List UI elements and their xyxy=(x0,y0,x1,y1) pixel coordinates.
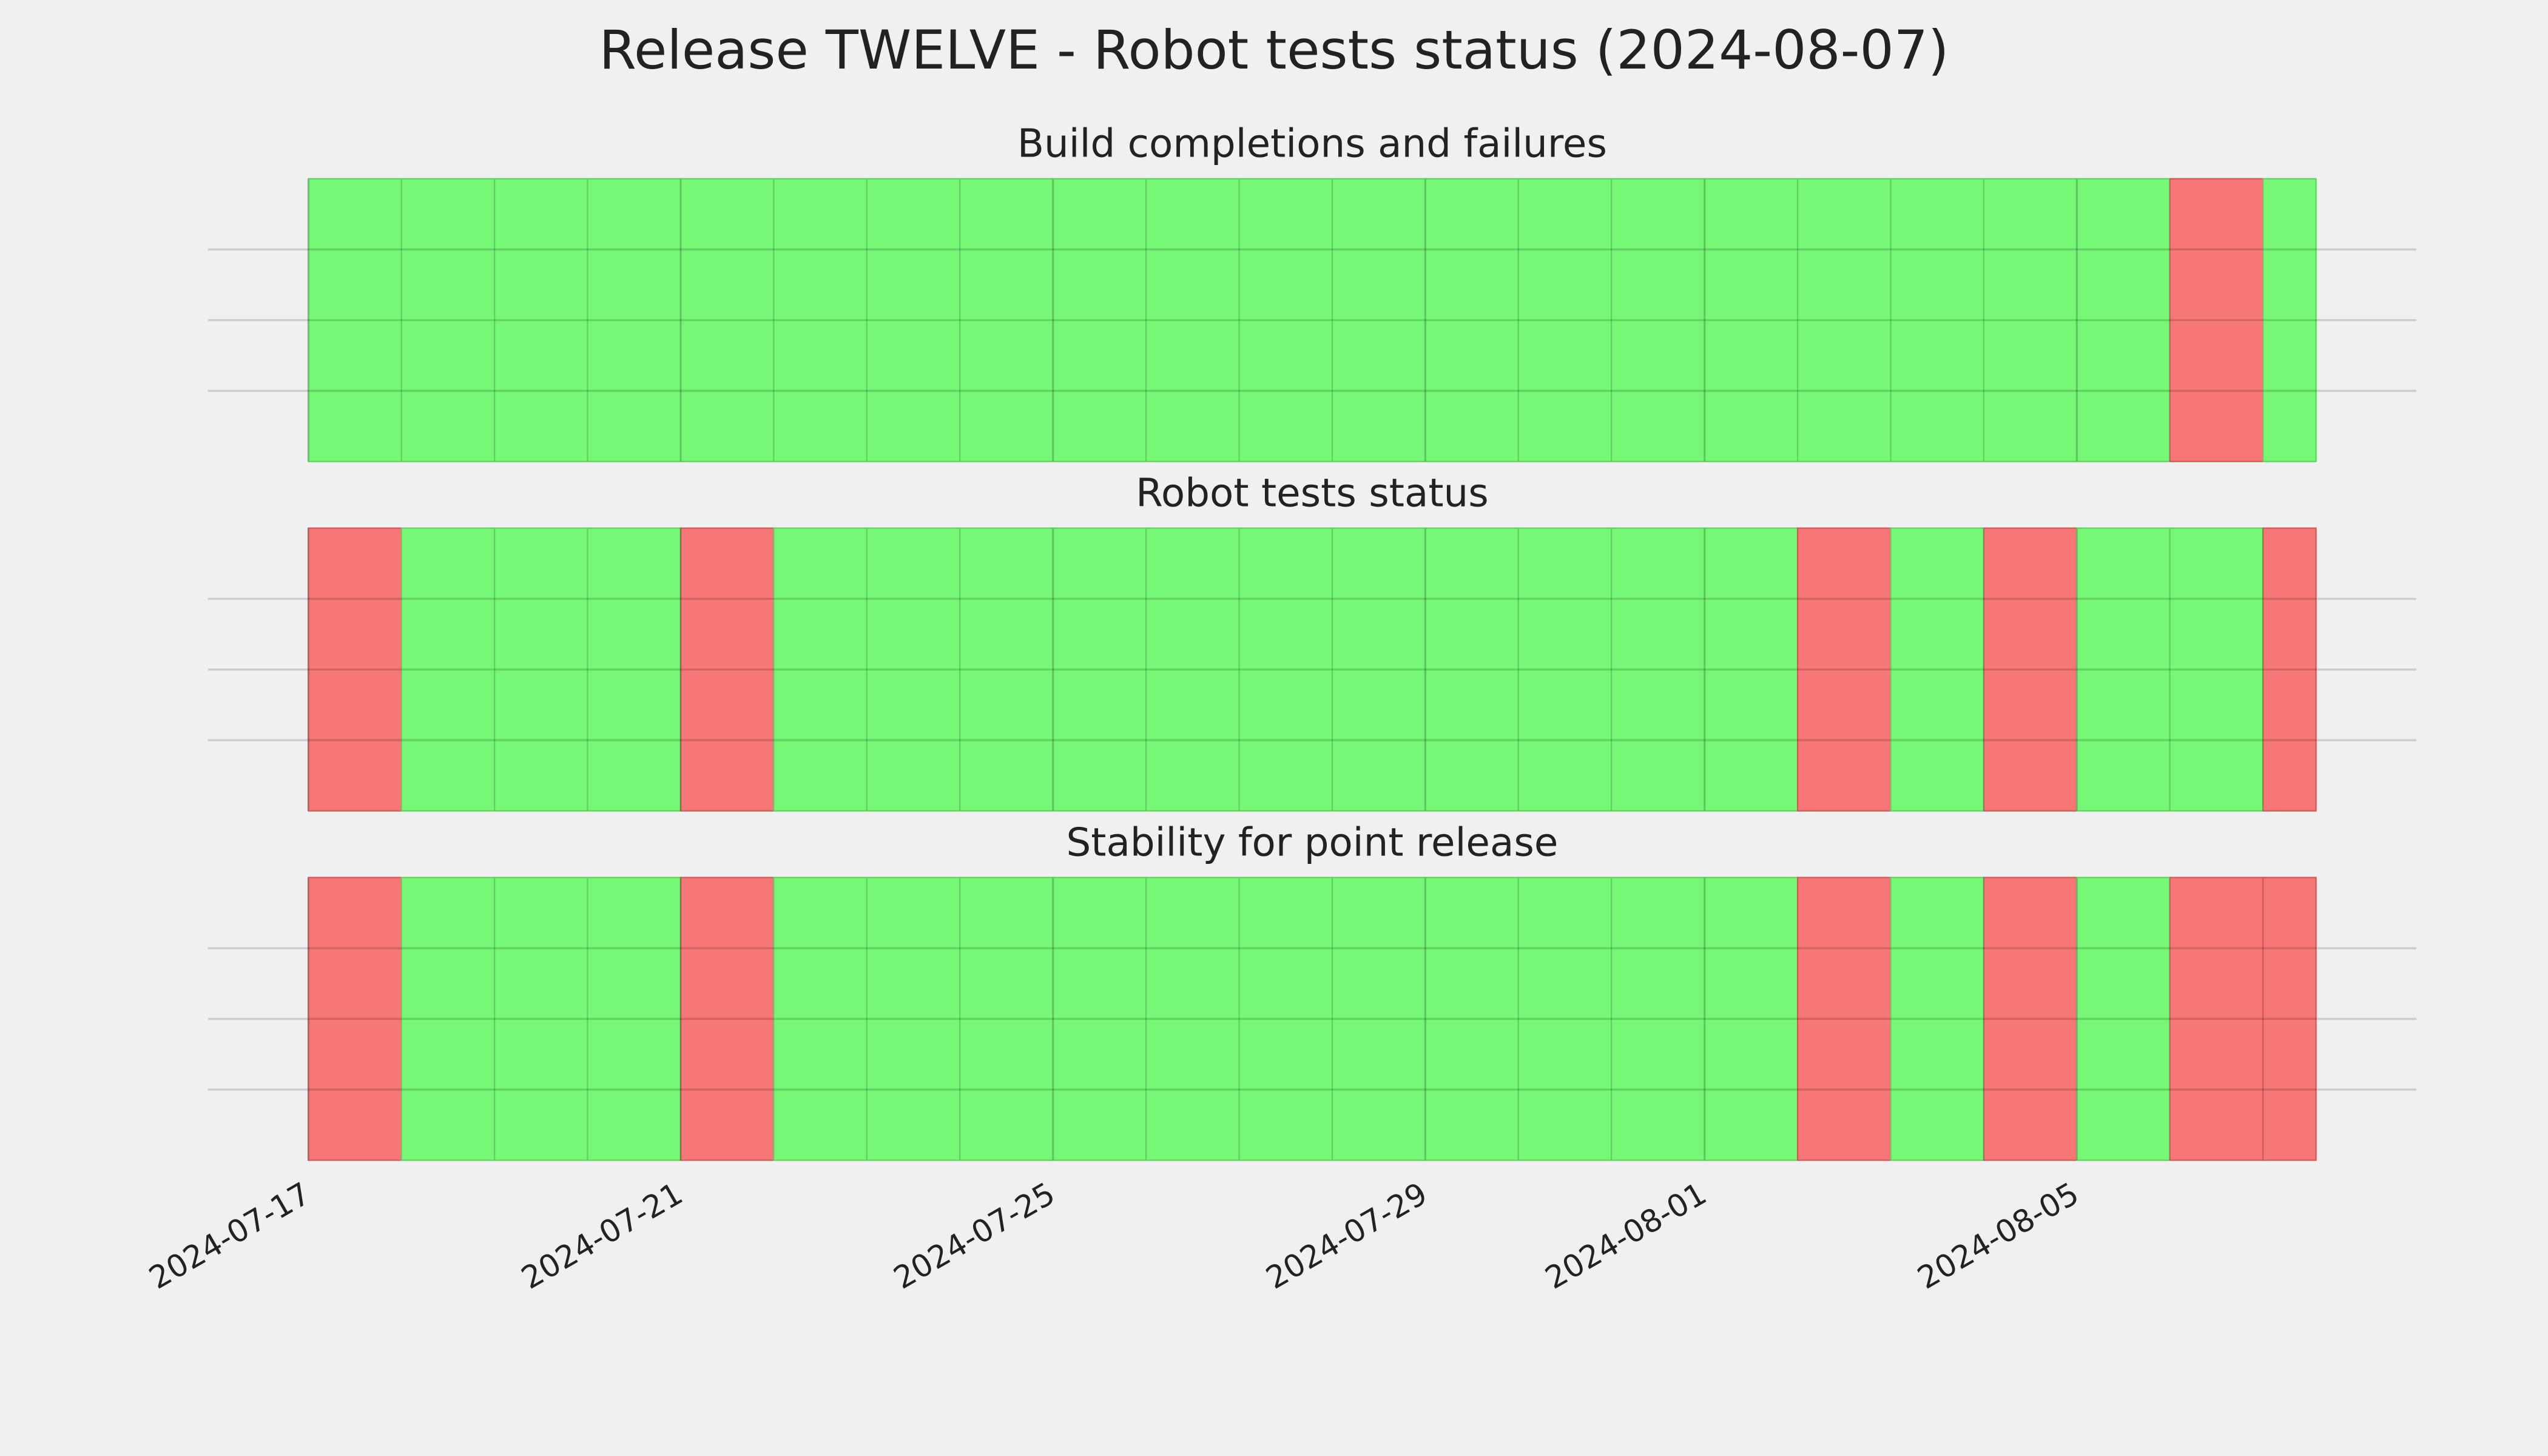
status-segment xyxy=(2262,178,2317,462)
status-segment xyxy=(400,178,496,462)
status-segment xyxy=(1797,178,1892,462)
status-segment xyxy=(400,877,496,1161)
status-segment xyxy=(1145,527,1240,812)
status-segment xyxy=(679,178,775,462)
status-segment xyxy=(1052,527,1147,812)
status-segment xyxy=(866,527,961,812)
status-segment xyxy=(1424,178,1519,462)
status-segment xyxy=(1890,178,1985,462)
status-segment xyxy=(2262,877,2317,1161)
status-segment xyxy=(1424,877,1519,1161)
status-segment xyxy=(1238,527,1333,812)
status-segment xyxy=(400,527,496,812)
status-segment xyxy=(1983,527,2078,812)
status-segment xyxy=(308,877,402,1161)
status-segment xyxy=(1704,178,1799,462)
status-segment xyxy=(1797,877,1892,1161)
status-segment xyxy=(959,178,1054,462)
status-segment xyxy=(2262,527,2317,812)
status-segment xyxy=(2169,178,2264,462)
status-segment xyxy=(1890,527,1985,812)
panel-title: Stability for point release xyxy=(1067,820,1559,865)
status-segment xyxy=(1983,877,2078,1161)
status-segment xyxy=(679,877,775,1161)
status-segment xyxy=(1331,877,1426,1161)
status-segment xyxy=(1145,877,1240,1161)
status-segment xyxy=(866,178,961,462)
status-segment xyxy=(1238,178,1333,462)
status-segment xyxy=(2169,877,2264,1161)
status-segment xyxy=(1704,527,1799,812)
status-segment xyxy=(1611,527,1705,812)
status-segment xyxy=(1517,178,1613,462)
status-segment xyxy=(2076,178,2171,462)
status-segment xyxy=(959,877,1054,1161)
status-segment xyxy=(1611,877,1705,1161)
status-segment xyxy=(1797,527,1892,812)
status-segment xyxy=(1704,877,1799,1161)
chart-title: Release TWELVE - Robot tests status (202… xyxy=(599,19,1949,81)
status-segment xyxy=(587,877,682,1161)
status-segment xyxy=(587,527,682,812)
status-segment xyxy=(773,178,868,462)
status-segment xyxy=(1611,178,1705,462)
status-segment xyxy=(2076,877,2171,1161)
panel-title: Robot tests status xyxy=(1136,471,1489,516)
status-segment xyxy=(679,527,775,812)
status-segment xyxy=(959,527,1054,812)
status-segment xyxy=(1517,877,1613,1161)
status-segment xyxy=(494,178,588,462)
status-segment xyxy=(1517,527,1613,812)
status-segment xyxy=(773,877,868,1161)
status-segment xyxy=(1983,178,2078,462)
status-segment xyxy=(2076,527,2171,812)
panel-title: Build completions and failures xyxy=(1017,121,1607,167)
status-segment xyxy=(308,178,402,462)
status-segment xyxy=(587,178,682,462)
status-segment xyxy=(866,877,961,1161)
status-segment xyxy=(308,527,402,812)
status-segment xyxy=(494,877,588,1161)
status-segment xyxy=(1238,877,1333,1161)
status-segment xyxy=(1145,178,1240,462)
status-segment xyxy=(1331,178,1426,462)
status-segment xyxy=(1424,527,1519,812)
status-segment xyxy=(1052,178,1147,462)
